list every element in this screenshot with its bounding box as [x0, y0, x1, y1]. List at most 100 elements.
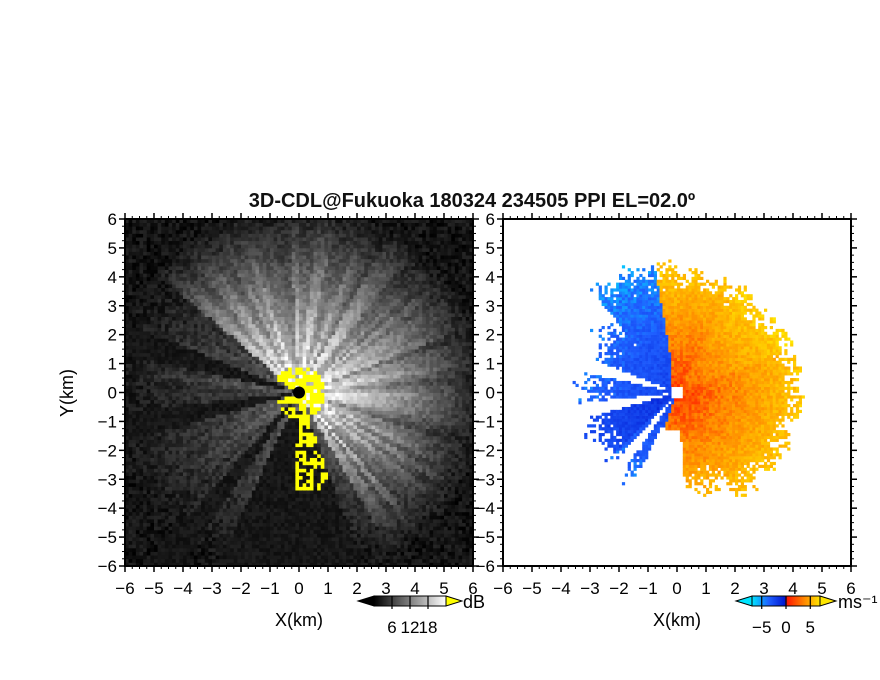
reflectivity-cell [222, 302, 227, 307]
reflectivity-cell [183, 529, 188, 534]
reflectivity-cell [226, 284, 231, 289]
reflectivity-cell [251, 276, 256, 281]
reflectivity-cell [125, 482, 130, 487]
reflectivity-cell [262, 280, 267, 285]
reflectivity-cell [299, 363, 304, 368]
reflectivity-cell [309, 284, 314, 289]
reflectivity-cell [204, 385, 209, 390]
reflectivity-cell [222, 425, 227, 430]
reflectivity-cell [288, 291, 293, 296]
reflectivity-cell [168, 551, 173, 556]
reflectivity-cell [179, 331, 184, 336]
reflectivity-cell [255, 472, 260, 477]
reflectivity-cell [154, 363, 159, 368]
reflectivity-cell [291, 240, 296, 245]
reflectivity-cell [154, 305, 159, 310]
reflectivity-cell [128, 309, 133, 314]
reflectivity-cell [295, 323, 300, 328]
reflectivity-cell [168, 497, 173, 502]
reflectivity-cell [299, 472, 304, 477]
reflectivity-cell [295, 417, 300, 422]
reflectivity-cell [222, 435, 227, 440]
reflectivity-cell [230, 291, 235, 296]
reflectivity-cell [295, 222, 300, 227]
reflectivity-cell [302, 417, 307, 422]
reflectivity-cell [295, 446, 300, 451]
reflectivity-cell [273, 540, 278, 545]
reflectivity-cell [230, 359, 235, 364]
reflectivity-cell [251, 428, 256, 433]
reflectivity-cell [302, 291, 307, 296]
reflectivity-cell [175, 258, 180, 263]
reflectivity-cell [193, 475, 198, 480]
reflectivity-cell [295, 533, 300, 538]
reflectivity-cell [219, 273, 224, 278]
reflectivity-cell [255, 399, 260, 404]
reflectivity-cell [146, 305, 151, 310]
reflectivity-cell [128, 356, 133, 361]
reflectivity-cell [273, 410, 278, 415]
reflectivity-cell [154, 367, 159, 372]
reflectivity-cell [164, 551, 169, 556]
reflectivity-cell [288, 468, 293, 473]
reflectivity-cell [248, 316, 253, 321]
reflectivity-cell [208, 338, 213, 343]
reflectivity-cell [161, 432, 166, 437]
reflectivity-cell [143, 341, 148, 346]
reflectivity-cell [237, 284, 242, 289]
reflectivity-cell [132, 302, 137, 307]
reflectivity-cell [295, 555, 300, 560]
reflectivity-cell [172, 302, 177, 307]
reflectivity-cell [262, 276, 267, 281]
reflectivity-cell [164, 504, 169, 509]
reflectivity-cell [248, 265, 253, 270]
reflectivity-cell [168, 508, 173, 513]
reflectivity-cell [291, 432, 296, 437]
reflectivity-cell [139, 414, 144, 419]
reflectivity-cell [270, 508, 275, 513]
reflectivity-cell [143, 349, 148, 354]
reflectivity-cell [154, 453, 159, 458]
reflectivity-cell [280, 284, 285, 289]
reflectivity-cell [183, 540, 188, 545]
reflectivity-cell [266, 558, 271, 563]
reflectivity-cell [270, 367, 275, 372]
reflectivity-cell [172, 500, 177, 505]
reflectivity-cell [183, 352, 188, 357]
reflectivity-cell [168, 555, 173, 560]
reflectivity-cell [306, 540, 311, 545]
reflectivity-cell [132, 526, 137, 531]
reflectivity-cell [309, 486, 314, 491]
reflectivity-cell [164, 500, 169, 505]
reflectivity-cell [295, 519, 300, 524]
reflectivity-cell [143, 280, 148, 285]
reflectivity-cell [208, 522, 213, 527]
reflectivity-cell [125, 291, 130, 296]
reflectivity-cell [309, 247, 314, 252]
reflectivity-cell [201, 522, 206, 527]
reflectivity-cell [248, 240, 253, 245]
reflectivity-cell [280, 500, 285, 505]
reflectivity-cell [128, 425, 133, 430]
reflectivity-cell [244, 255, 249, 260]
reflectivity-cell [201, 287, 206, 292]
reflectivity-cell [262, 226, 267, 231]
reflectivity-cell [150, 555, 155, 560]
reflectivity-cell [291, 443, 296, 448]
reflectivity-cell [150, 515, 155, 520]
reflectivity-cell [233, 526, 238, 531]
reflectivity-cell [255, 421, 260, 426]
reflectivity-cell [128, 298, 133, 303]
reflectivity-cell [190, 493, 195, 498]
reflectivity-cell [284, 529, 289, 534]
reflectivity-cell [251, 500, 256, 505]
reflectivity-cell [241, 396, 246, 401]
reflectivity-cell [273, 226, 278, 231]
reflectivity-cell [262, 356, 267, 361]
reflectivity-cell [150, 370, 155, 375]
reflectivity-cell [241, 392, 246, 397]
reflectivity-cell [161, 381, 166, 386]
reflectivity-cell [270, 331, 275, 336]
reflectivity-cell [143, 352, 148, 357]
reflectivity-cell [161, 519, 166, 524]
